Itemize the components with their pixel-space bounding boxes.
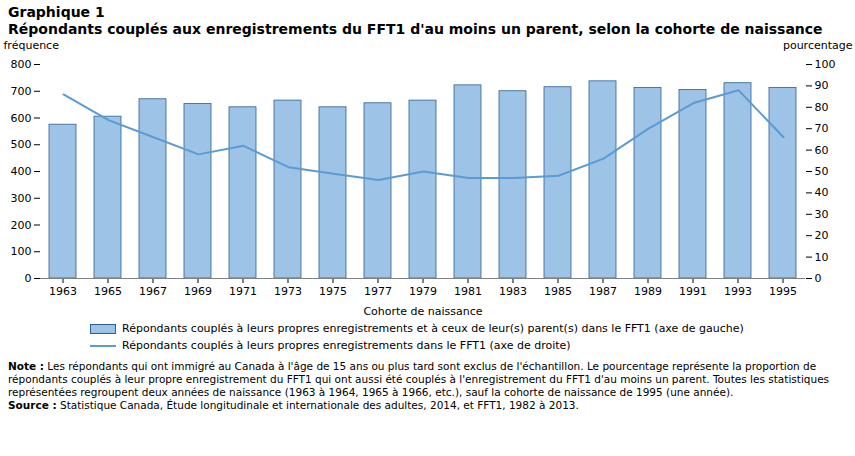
svg-text:1969: 1969 xyxy=(184,285,212,298)
svg-text:100: 100 xyxy=(11,245,32,258)
svg-text:700: 700 xyxy=(11,85,32,98)
html-text:Répondants couplés à leurs pro: Répondants couplés à leurs propres enreg… xyxy=(122,339,571,352)
svg-text:1967: 1967 xyxy=(139,285,167,298)
svg-text:1981: 1981 xyxy=(454,285,482,298)
svg-text:1991: 1991 xyxy=(679,285,707,298)
svg-text:80: 80 xyxy=(815,101,829,114)
svg-text:1971: 1971 xyxy=(229,285,257,298)
svg-text:600: 600 xyxy=(11,112,32,125)
svg-text:300: 300 xyxy=(11,192,32,205)
svg-text:1965: 1965 xyxy=(94,285,122,298)
svg-text:400: 400 xyxy=(11,165,32,178)
svg-text:0: 0 xyxy=(815,272,822,285)
svg-text:1995: 1995 xyxy=(769,285,797,298)
svg-text:200: 200 xyxy=(11,219,32,232)
svg-text:500: 500 xyxy=(11,138,32,151)
svg-text:0: 0 xyxy=(25,272,32,285)
svg-text:1989: 1989 xyxy=(634,285,662,298)
svg-text:40: 40 xyxy=(815,186,829,199)
svg-text:1977: 1977 xyxy=(364,285,392,298)
svg-text:800: 800 xyxy=(11,58,32,71)
svg-text:pourcentage: pourcentage xyxy=(783,39,853,52)
svg-text:100: 100 xyxy=(815,58,836,71)
svg-text:60: 60 xyxy=(815,144,829,157)
svg-text:20: 20 xyxy=(815,229,829,242)
svg-text:1973: 1973 xyxy=(274,285,302,298)
svg-text:1983: 1983 xyxy=(499,285,527,298)
html-text:Source : Statistique Canada, É: Source : Statistique Canada, Étude longi… xyxy=(8,399,579,411)
html-text:Graphique 1: Graphique 1 xyxy=(8,4,105,20)
svg-text:1985: 1985 xyxy=(544,285,572,298)
svg-text:30: 30 xyxy=(815,208,829,221)
svg-text:90: 90 xyxy=(815,79,829,92)
html-text:Répondants couplés aux enregis: Répondants couplés aux enregistrements d… xyxy=(8,21,823,37)
svg-text:1979: 1979 xyxy=(409,285,437,298)
svg-text:1993: 1993 xyxy=(724,285,752,298)
svg-text:1987: 1987 xyxy=(589,285,617,298)
svg-text:10: 10 xyxy=(815,251,829,264)
svg-text:Cohorte de naissance: Cohorte de naissance xyxy=(363,305,482,318)
svg-text:1975: 1975 xyxy=(319,285,347,298)
svg-text:70: 70 xyxy=(815,122,829,135)
html-text:Note : Les répondants qui ont: Note : Les répondants qui ont immigré au… xyxy=(8,360,830,398)
svg-text:50: 50 xyxy=(815,165,829,178)
svg-text:fréquence: fréquence xyxy=(4,39,60,52)
svg-text:1963: 1963 xyxy=(49,285,77,298)
html-text:Répondants couplés à leurs pro: Répondants couplés à leurs propres enreg… xyxy=(122,322,744,335)
